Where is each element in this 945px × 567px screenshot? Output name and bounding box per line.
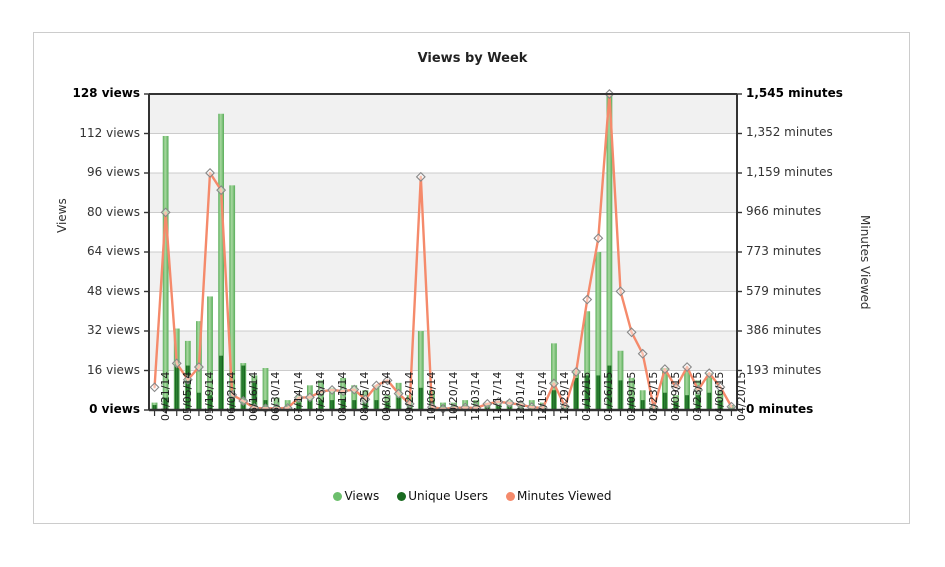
x-axis-tick: 08/11/14 <box>336 371 350 421</box>
legend-swatch-icon <box>505 492 515 501</box>
chart-legend: Views Unique Users Minutes Viewed <box>34 489 911 503</box>
legend-label: Minutes Viewed <box>516 489 612 503</box>
y-axis-right-tick: 0 minutes <box>746 402 814 416</box>
x-axis-tick: 07/14/14 <box>291 371 305 421</box>
legend-label: Views <box>344 489 380 503</box>
x-axis-tick: 03/23/15 <box>691 371 705 421</box>
x-axis-tick: 06/02/14 <box>225 371 239 421</box>
y-axis-left-tick: 32 views <box>87 323 140 337</box>
y-axis-right-tick: 966 minutes <box>746 204 822 219</box>
y-axis-left-tick: 16 views <box>87 362 140 377</box>
x-axis-tick: 04/20/15 <box>735 371 749 421</box>
x-axis-tick: 07/28/14 <box>313 371 327 421</box>
y-axis-right-tick: 193 minutes <box>746 362 822 377</box>
x-axis-tick: 10/06/14 <box>424 371 438 421</box>
y-axis-right-tick: 1,159 minutes <box>746 164 833 179</box>
x-axis-tick: 06/30/14 <box>269 371 283 421</box>
legend-swatch-icon <box>397 492 407 501</box>
x-axis-tick: 06/16/14 <box>247 371 261 421</box>
x-axis-tick: 11/17/14 <box>491 371 505 421</box>
x-axis-tick: 10/20/14 <box>447 371 460 421</box>
x-axis-tick: 02/23/15 <box>646 371 660 421</box>
y-axis-left-tick: 128 views <box>72 86 140 100</box>
chart-plot <box>144 89 742 416</box>
y-axis-left-tick: 64 views <box>87 244 140 258</box>
legend-label: Unique Users <box>408 489 488 503</box>
y-axis-left-tick: 80 views <box>87 204 140 219</box>
x-axis-tick: 05/19/14 <box>202 371 216 421</box>
x-axis-tick: 03/09/15 <box>668 371 682 421</box>
y-axis-right-tick: 1,352 minutes <box>746 125 833 140</box>
x-axis-tick: 12/15/14 <box>535 371 549 421</box>
y-axis-right-tick: 1,545 minutes <box>746 86 843 100</box>
legend-swatch-icon <box>333 492 343 501</box>
x-axis-tick: 04/06/15 <box>713 371 727 421</box>
legend-item[interactable]: Minutes Viewed <box>505 489 612 503</box>
chart-title: Views by Week <box>417 51 528 66</box>
x-axis-tick: 09/22/14 <box>402 371 416 421</box>
y-axis-left-tick: 48 views <box>87 283 140 298</box>
y-axis-right-tick: 386 minutes <box>746 323 822 338</box>
x-axis-tick: 01/26/15 <box>602 371 616 421</box>
x-axis-tick: 01/12/15 <box>580 371 594 421</box>
x-axis-tick: 02/09/15 <box>624 371 638 421</box>
y-axis-left-tick: 0 views <box>89 402 140 416</box>
x-axis-tick: 04/21/14 <box>158 371 172 421</box>
x-axis-tick: 11/03/14 <box>469 371 483 421</box>
x-axis-tick: 12/29/14 <box>557 371 571 421</box>
x-axis-tick: 05/05/14 <box>180 371 194 421</box>
legend-item[interactable]: Views <box>333 489 379 503</box>
chart-panel: Views by Week Views Minutes Viewed Views… <box>33 32 910 524</box>
y-axis-right-tick: 579 minutes <box>746 283 822 298</box>
x-axis-tick: 08/25/14 <box>358 371 372 421</box>
y-axis-left-tick: 112 views <box>79 125 140 140</box>
x-axis-tick: 12/01/14 <box>513 371 527 421</box>
y-axis-left-tick: 96 views <box>87 165 140 179</box>
legend-item[interactable]: Unique Users <box>397 489 488 503</box>
y-axis-right-tick: 773 minutes <box>746 243 822 258</box>
x-axis-tick: 09/08/14 <box>380 371 394 421</box>
